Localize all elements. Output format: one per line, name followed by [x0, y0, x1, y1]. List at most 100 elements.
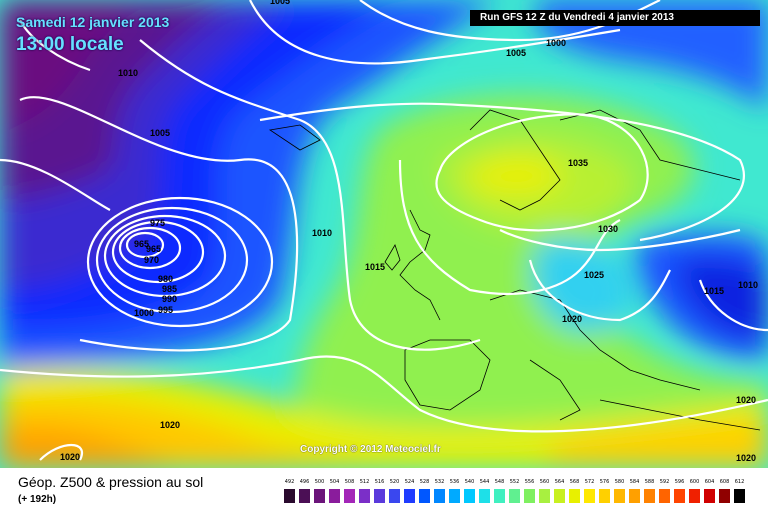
legend-swatch: [584, 489, 595, 503]
isobar-label: 1000: [546, 38, 566, 48]
model-run-info: Run GFS 12 Z du Vendredi 4 janvier 2013: [470, 10, 760, 26]
legend-value-label: 512: [359, 479, 370, 485]
isobar-label: 1005: [270, 0, 290, 6]
isobar-label: 1000: [134, 308, 154, 318]
product-title: Géop. Z500 & pression au sol: [18, 474, 204, 490]
legend-value-label: 548: [494, 479, 505, 485]
forecast-map: 1005 1000 1005 1010 1005 975 965 965 970…: [0, 0, 768, 468]
legend-swatch: [284, 489, 295, 503]
legend-swatch: [374, 489, 385, 503]
legend-swatch: [644, 489, 655, 503]
isobar-label: 1015: [704, 286, 724, 296]
legend-value-label: 528: [419, 479, 430, 485]
legend-value-label: 556: [524, 479, 535, 485]
legend-value-label: 492: [284, 479, 295, 485]
isobar-label: 1020: [160, 420, 180, 430]
isobar-label: 1020: [736, 453, 756, 463]
legend-swatch: [554, 489, 565, 503]
legend-swatch: [314, 489, 325, 503]
legend-swatch: [434, 489, 445, 503]
legend-value-labels: 492 496 500 504 508 512 516 520 524 528 532 536 540 5…: [284, 479, 752, 487]
isobar-label: 1020: [562, 314, 582, 324]
legend-swatch: [344, 489, 355, 503]
legend-value-label: 596: [674, 479, 685, 485]
coastlines: [268, 109, 761, 431]
legend-value-label: 496: [299, 479, 310, 485]
isobar-label: 1035: [568, 158, 588, 168]
legend-value-label: 500: [314, 479, 325, 485]
geopotential-field: [0, 0, 768, 468]
legend-value-label: 612: [734, 479, 745, 485]
legend-swatch: [614, 489, 625, 503]
isobar-label: 990: [162, 294, 177, 304]
legend-value-label: 572: [584, 479, 595, 485]
legend-value-label: 532: [434, 479, 445, 485]
isobar-label: 975: [150, 218, 165, 228]
legend-swatch: [479, 489, 490, 503]
legend-value-label: 544: [479, 479, 490, 485]
copyright-notice: Copyright © 2012 Meteociel.fr: [300, 444, 441, 455]
legend-value-label: 536: [449, 479, 460, 485]
legend-swatch: [359, 489, 370, 503]
legend-value-label: 608: [719, 479, 730, 485]
legend-value-label: 552: [509, 479, 520, 485]
legend-swatch: [419, 489, 430, 503]
forecast-hour: (+ 192h): [18, 494, 57, 505]
isobar-label: 1005: [150, 128, 170, 138]
isobar-label: 1020: [60, 452, 80, 462]
legend-value-label: 568: [569, 479, 580, 485]
legend-swatch: [464, 489, 475, 503]
legend-value-label: 592: [659, 479, 670, 485]
legend-value-label: 580: [614, 479, 625, 485]
legend-swatch: [734, 489, 745, 503]
legend-value-label: 508: [344, 479, 355, 485]
isobar-label: 965: [134, 239, 149, 249]
isobar-label: 1015: [365, 262, 385, 272]
isobar-label: 965: [146, 244, 161, 254]
isobar-label: 1010: [118, 68, 138, 78]
isobar-label: 995: [158, 305, 173, 315]
legend-swatch: [389, 489, 400, 503]
legend-swatch: [404, 489, 415, 503]
legend-value-label: 560: [539, 479, 550, 485]
legend-value-label: 540: [464, 479, 475, 485]
legend-swatch: [719, 489, 730, 503]
legend-value-label: 564: [554, 479, 565, 485]
legend-value-label: 604: [704, 479, 715, 485]
map-footer: Géop. Z500 & pression au sol (+ 192h) 49…: [0, 468, 768, 512]
legend-value-label: 520: [389, 479, 400, 485]
isobar-label: 1025: [584, 270, 604, 280]
legend-swatch: [704, 489, 715, 503]
legend-swatch: [299, 489, 310, 503]
isobar-label: 1010: [312, 228, 332, 238]
isobar-label: 985: [162, 284, 177, 294]
legend-swatch: [599, 489, 610, 503]
legend-swatch: [494, 489, 505, 503]
legend-value-label: 588: [644, 479, 655, 485]
legend-swatch: [449, 489, 460, 503]
forecast-date: Samedi 12 janvier 2013: [16, 14, 170, 30]
legend-swatch: [689, 489, 700, 503]
color-scale-legend: [284, 489, 752, 503]
legend-value-label: 504: [329, 479, 340, 485]
forecast-time: 13:00 locale: [16, 34, 124, 55]
isobar-label: 970: [144, 255, 159, 265]
legend-value-label: 600: [689, 479, 700, 485]
isobar-label: 1005: [506, 48, 526, 58]
isobar-label: 1020: [736, 395, 756, 405]
legend-swatch: [329, 489, 340, 503]
legend-swatch: [509, 489, 520, 503]
legend-swatch: [524, 489, 535, 503]
legend-swatch: [539, 489, 550, 503]
legend-value-label: 576: [599, 479, 610, 485]
isobar-label: 980: [158, 274, 173, 284]
legend-value-label: 524: [404, 479, 415, 485]
legend-swatch: [569, 489, 580, 503]
legend-swatch: [659, 489, 670, 503]
legend-swatch: [629, 489, 640, 503]
legend-swatch: [674, 489, 685, 503]
isobar-label: 1010: [738, 280, 758, 290]
legend-value-label: 516: [374, 479, 385, 485]
legend-value-label: 584: [629, 479, 640, 485]
